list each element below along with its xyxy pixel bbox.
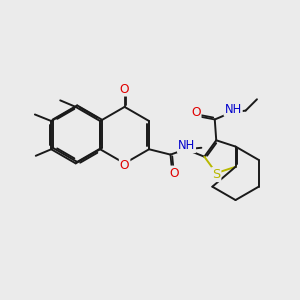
Text: S: S [212,168,220,181]
Text: O: O [120,159,129,172]
Text: NH: NH [178,139,195,152]
Text: O: O [120,82,129,96]
Text: NH: NH [225,103,242,116]
Text: O: O [191,106,201,119]
Text: O: O [169,167,178,179]
